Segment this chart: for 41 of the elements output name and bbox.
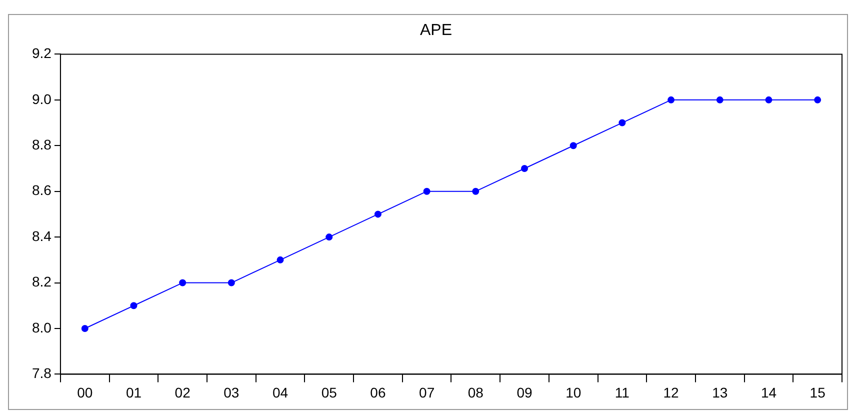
x-tick-label: 11 xyxy=(614,384,630,400)
point xyxy=(814,96,822,104)
x-tick-label: 07 xyxy=(419,384,435,400)
y-tick-label: 7.8 xyxy=(32,365,52,382)
x-tick-label: 08 xyxy=(468,384,484,400)
point xyxy=(570,142,577,150)
point xyxy=(618,119,626,126)
x-tick-label: 05 xyxy=(321,384,338,400)
point xyxy=(521,164,528,172)
x-tick-label: 02 xyxy=(174,384,191,400)
point xyxy=(765,96,772,104)
point xyxy=(472,188,480,195)
y-tick-label: 8.2 xyxy=(32,274,52,290)
y-tick-label: 9.0 xyxy=(32,90,52,107)
x-tick-label: 06 xyxy=(370,384,386,400)
point xyxy=(130,302,138,310)
x-tick-label: 04 xyxy=(272,384,288,400)
point xyxy=(716,96,724,104)
x-tick-label: 15 xyxy=(810,384,826,400)
x-tick-label: 13 xyxy=(712,384,728,400)
point xyxy=(326,234,333,241)
point xyxy=(228,279,235,286)
x-tick-label: 10 xyxy=(566,384,582,400)
x-tick-label: 12 xyxy=(663,384,680,400)
chart-title: APE xyxy=(420,22,452,40)
point xyxy=(276,256,284,264)
y-tick-label: 8.0 xyxy=(32,319,52,336)
point xyxy=(423,188,430,195)
y-tick-label: 9.2 xyxy=(32,45,52,62)
x-tick-label: 01 xyxy=(126,384,142,400)
y-tick-label: 8.8 xyxy=(32,136,52,152)
y-tick-label: 8.4 xyxy=(32,228,52,244)
point xyxy=(668,96,675,104)
point xyxy=(374,210,382,218)
x-tick-label: 14 xyxy=(760,384,777,400)
x-tick-label: 00 xyxy=(77,384,93,400)
point xyxy=(81,324,88,332)
point xyxy=(179,279,186,286)
y-tick-label: 8.6 xyxy=(32,182,52,198)
x-tick-label: 09 xyxy=(516,384,532,400)
x-tick-label: 03 xyxy=(224,384,240,400)
